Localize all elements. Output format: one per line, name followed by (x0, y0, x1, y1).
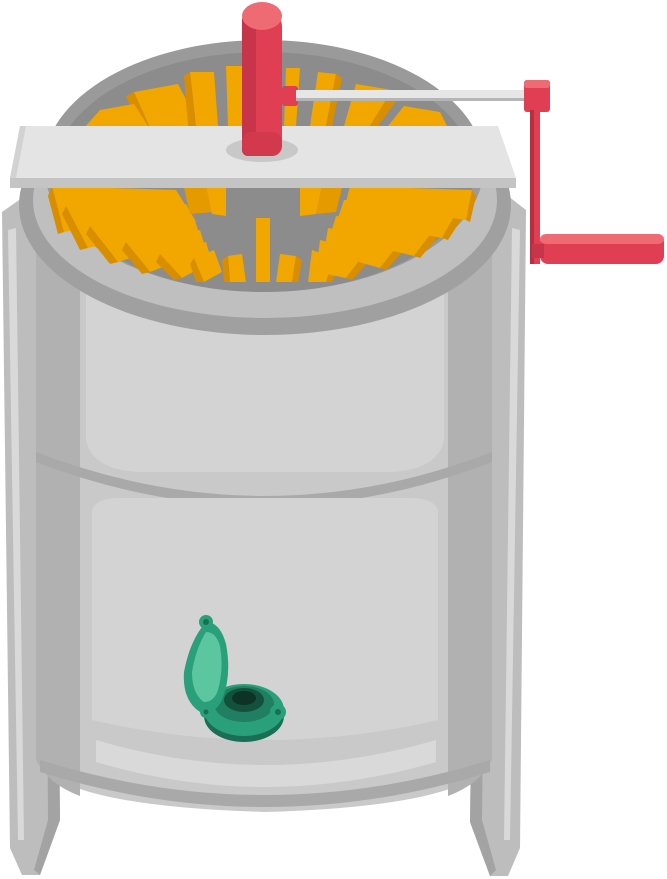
gear-rod (282, 80, 550, 112)
honey-frames-front (48, 186, 476, 282)
crank-handle (530, 110, 664, 264)
center-shaft (242, 2, 282, 156)
drum-body (36, 220, 492, 812)
honey-gate-valve (183, 615, 286, 742)
honey-frames-back (84, 66, 448, 128)
